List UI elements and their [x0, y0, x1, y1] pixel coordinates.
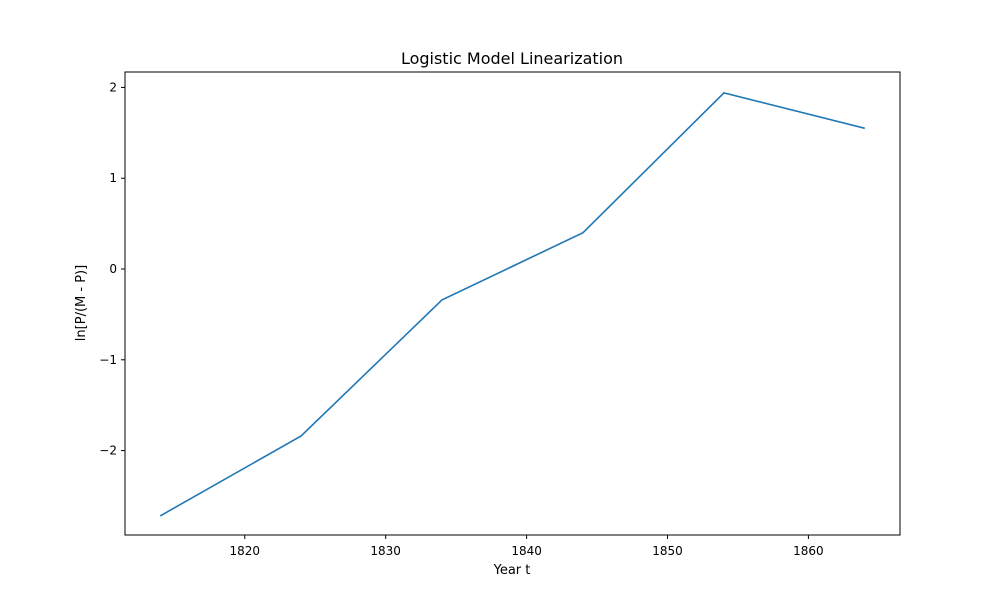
- x-tick-label: 1860: [793, 544, 824, 558]
- x-tick-label: 1850: [652, 544, 683, 558]
- y-tick-label: 2: [109, 80, 117, 94]
- x-axis-ticks: 1820 1830 1840 1850 1860: [229, 535, 824, 558]
- series-line: [159, 92, 865, 517]
- y-tick-label: −2: [99, 444, 117, 458]
- y-tick-label: −1: [99, 353, 117, 367]
- y-tick-label: 0: [109, 262, 117, 276]
- y-axis-label: ln[P/(M - P)]: [74, 265, 89, 341]
- chart-title: Logistic Model Linearization: [401, 49, 623, 68]
- x-tick-label: 1830: [370, 544, 401, 558]
- x-tick-label: 1820: [229, 544, 260, 558]
- y-tick-label: 1: [109, 171, 117, 185]
- x-tick-label: 1840: [511, 544, 542, 558]
- x-axis-label: Year t: [493, 563, 531, 578]
- plot-area-frame: [124, 71, 901, 536]
- y-axis-ticks: −2 −1 0 1 2: [99, 80, 125, 458]
